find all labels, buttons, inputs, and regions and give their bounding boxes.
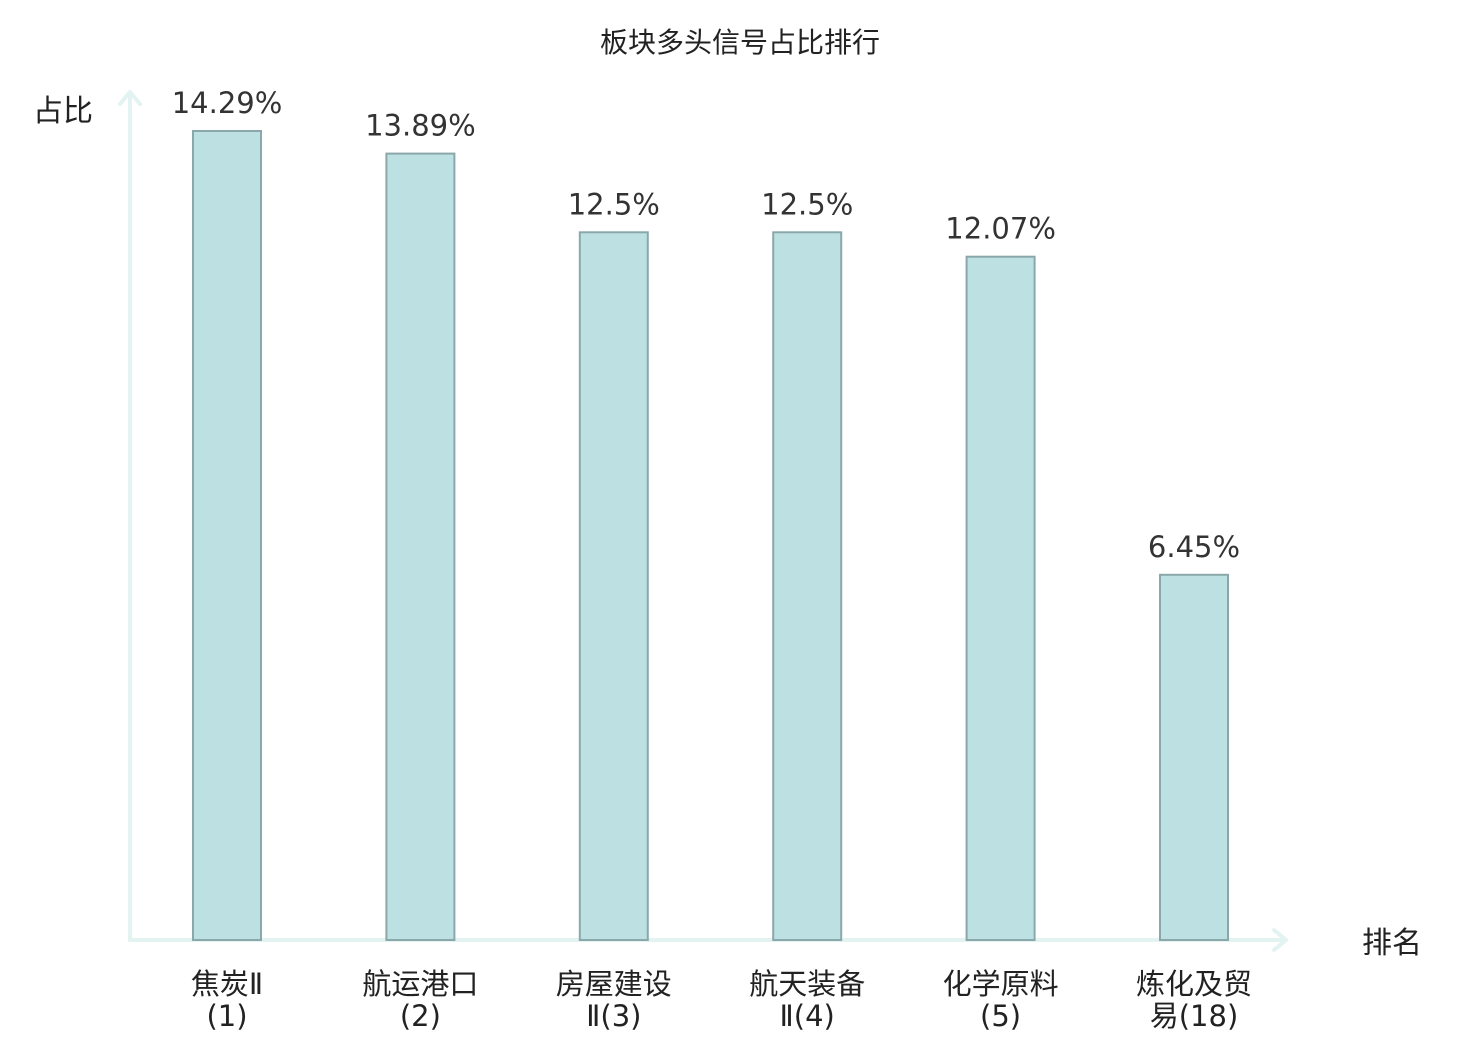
- tick-label-line-4-1: 航天装备: [749, 967, 865, 1001]
- chart-title: 板块多头信号占比排行: [600, 26, 880, 59]
- tick-label-2: 航运港口(2): [362, 967, 478, 1033]
- bar-5: [965, 255, 1036, 941]
- tick-label-line-6-2: 易(18): [1150, 999, 1239, 1033]
- bar-6: [1159, 573, 1229, 941]
- y-axis-arrow: [118, 90, 142, 106]
- tick-label-1: 焦炭Ⅱ (1): [191, 967, 263, 1033]
- tick-label-line-5-2: (5): [980, 999, 1021, 1033]
- tick-label-3: 房屋建设 Ⅱ(3): [556, 967, 672, 1033]
- value-labels-layer: 14.29% 13.89% 12.5% 12.5% 12.07% 6.45%: [172, 86, 1240, 564]
- tick-label-line-6-1: 炼化及贸: [1136, 967, 1252, 1001]
- tick-labels-layer: 焦炭Ⅱ (1) 航运港口(2) 房屋建设 Ⅱ(3) 航天装备 Ⅱ(4) 化学原料(5) 炼化及贸…: [191, 967, 1252, 1033]
- tick-label-line-1-1: 焦炭Ⅱ: [191, 967, 263, 1001]
- axes: [118, 90, 1288, 952]
- tick-label-4: 航天装备 Ⅱ(4): [749, 967, 865, 1033]
- bar-2: [385, 152, 456, 942]
- tick-label-line-1-2: (1): [206, 999, 247, 1033]
- value-label-4: 12.5%: [761, 187, 853, 221]
- y-axis-label: 占比: [33, 94, 93, 129]
- tick-label-line-2-2: (2): [400, 999, 441, 1033]
- tick-label-line-3-1: 房屋建设: [556, 967, 672, 1001]
- tick-label-line-4-2: Ⅱ(4): [780, 999, 835, 1033]
- value-label-5: 12.07%: [945, 212, 1056, 246]
- tick-label-line-2-1: 航运港口: [362, 967, 478, 1001]
- tick-label-line-5-1: 化学原料: [943, 967, 1059, 1001]
- value-label-6: 6.45%: [1148, 530, 1240, 564]
- bar-1: [192, 130, 262, 941]
- value-label-1: 14.29%: [172, 86, 283, 120]
- x-axis-label: 排名: [1362, 926, 1422, 961]
- value-label-3: 12.5%: [568, 187, 660, 221]
- tick-label-6: 炼化及贸易(18): [1136, 967, 1252, 1033]
- tick-label-line-3-2: Ⅱ(3): [586, 999, 641, 1033]
- value-label-2: 13.89%: [365, 109, 476, 143]
- tick-label-5: 化学原料(5): [943, 967, 1059, 1033]
- bars-layer: [192, 130, 1229, 942]
- bar-4: [772, 231, 843, 942]
- x-axis-arrow: [1272, 928, 1288, 952]
- bar-3: [578, 231, 649, 942]
